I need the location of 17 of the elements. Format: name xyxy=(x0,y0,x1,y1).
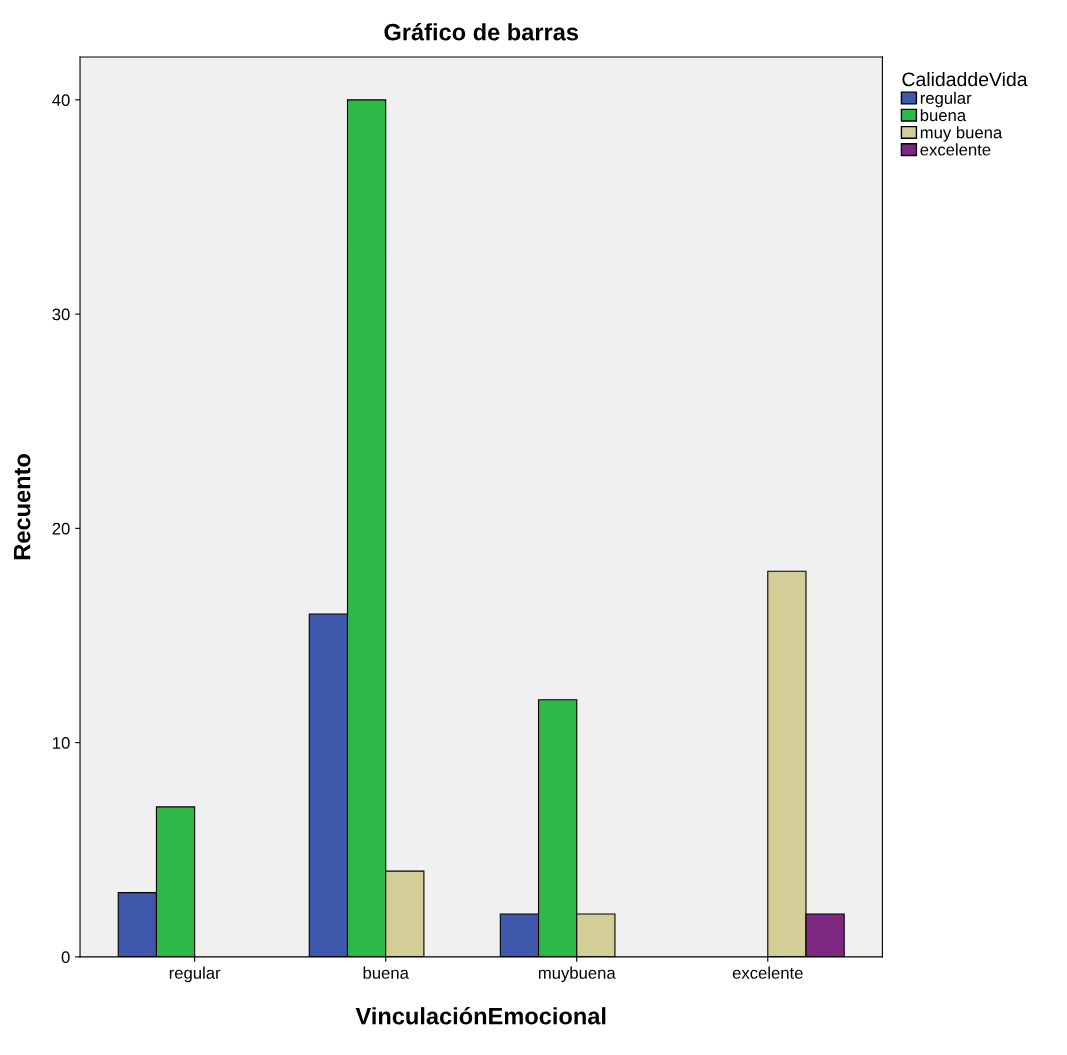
legend-label: buena xyxy=(920,108,967,122)
x-tick-label: buena xyxy=(363,966,409,979)
x-tick-label: excelente xyxy=(732,966,803,979)
y-tick-label: 40 xyxy=(52,94,70,107)
y-tick-label: 30 xyxy=(52,308,70,321)
y-tick-label: 0 xyxy=(61,951,70,964)
chart-title: Gráfico de barras xyxy=(384,22,579,41)
legend-label: excelente xyxy=(920,143,991,156)
x-axis-title: VinculaciónEmocional xyxy=(355,1006,606,1025)
legend-label: regular xyxy=(920,91,972,108)
x-tick-label: muybuena xyxy=(538,966,616,983)
x-tick-label: regular xyxy=(169,966,221,983)
y-tick-label: 10 xyxy=(53,737,70,749)
y-tick-label: 20 xyxy=(52,522,70,535)
legend-label: muy buena xyxy=(920,126,1003,142)
legend-title: CalidaddeVida xyxy=(902,71,1028,87)
y-axis-title: Recuento xyxy=(13,454,31,560)
